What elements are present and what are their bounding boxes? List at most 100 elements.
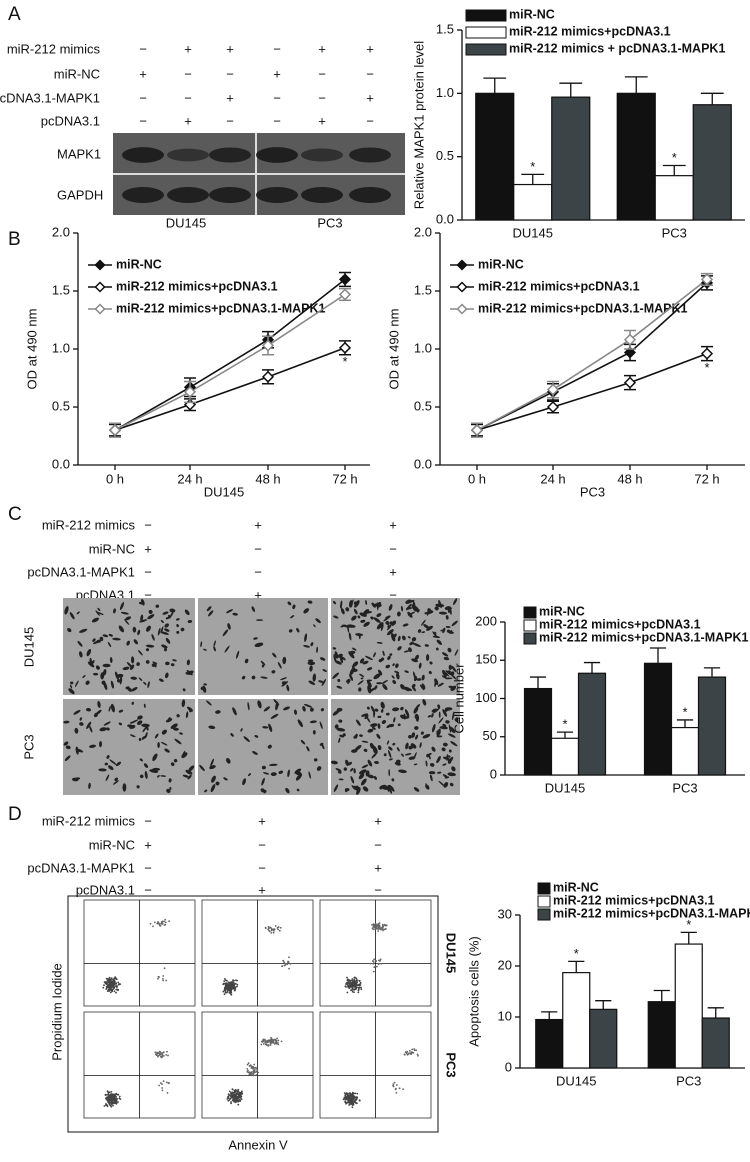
event-dot [118,1097,121,1100]
event-dot [377,930,380,932]
bar [654,175,694,221]
y-axis-label: Cell number [451,663,466,734]
cell [408,647,412,653]
cell [204,789,208,793]
cell [411,732,416,738]
treatment-sign: − [366,66,374,81]
cell [232,707,237,716]
cell [113,780,119,785]
treatment-name: pcDNA3.1-MAPK1 [0,90,100,105]
cell [160,619,164,624]
legend-label: miR-212 mimics+pcDNA3.1 [553,893,715,907]
event-dot [230,983,233,986]
cell [152,753,158,762]
treatment-name: pcDNA3.1-MAPK1 [27,860,135,875]
cell [388,758,393,761]
treatment-sign: − [254,564,262,579]
cell [396,747,400,752]
event-dot [107,1094,110,1096]
cell [308,771,311,779]
legend-marker [456,259,468,271]
treatment-sign: − [366,113,374,128]
cell [106,727,110,731]
treatment-name: miR-212 mimics [42,813,136,828]
cell [404,709,410,718]
treatment-sign: + [226,90,234,105]
legend-swatch [465,9,507,22]
event-dot [158,923,161,926]
event-dot [374,965,377,968]
bar [616,92,656,221]
cell [388,769,391,777]
cell [287,601,292,606]
cell [401,753,404,757]
event-dot [106,1099,109,1102]
cell [176,624,179,628]
treatment-name: pcDNA3.1 [41,113,100,128]
error-bar [662,164,686,176]
cell [102,634,109,638]
event-dot [354,982,357,985]
cell [74,680,79,688]
event-dot [226,979,228,982]
treatment-sign: − [273,113,281,128]
cell [363,621,370,627]
event-dot [115,1093,117,1096]
event-dot [168,920,171,923]
cell [87,661,95,668]
cell [226,757,231,764]
event-dot [356,1096,358,1098]
event-dot [346,981,348,984]
event-dot [270,1037,273,1039]
treatment-sign: − [318,66,326,81]
event-dot [109,983,112,985]
row-label: DU145 [21,627,36,667]
event-dot [344,1101,347,1103]
cell [136,662,140,666]
event-dot [289,963,292,965]
row-label: PC3 [444,1052,459,1077]
cell [166,788,171,794]
panel-label: A [8,4,21,25]
cell [360,778,367,786]
cell [351,665,356,671]
event-dot [112,1099,114,1102]
cell [263,772,270,775]
cell [386,740,390,745]
event-dot [378,924,381,927]
event-dot [160,922,163,925]
point [700,347,714,360]
event-dot [346,1092,349,1095]
treatment-name: miR-NC [54,66,100,81]
cell [164,628,170,632]
x-tick-label: 24 h [540,471,565,486]
cell [351,615,357,621]
cell [313,758,318,762]
treatment-sign: − [184,66,192,81]
treatment-sign: − [258,837,266,852]
cell [154,733,159,739]
axis-label: Propidium Iodide [49,963,64,1061]
cell [452,711,455,721]
event-dot [111,1095,114,1098]
cell [403,650,410,653]
cell [392,707,400,712]
significance: * [704,360,709,375]
cell [388,750,392,758]
cell [157,627,161,636]
cell [394,670,400,674]
cell [86,648,92,657]
legend-swatch [523,606,537,619]
event-dot [237,1090,240,1093]
event-dot [110,978,112,981]
event-dot [222,983,225,986]
cell [296,788,300,792]
treatment-sign: − [144,882,152,897]
cell [358,687,362,692]
cell [359,769,367,775]
error-bar [483,77,507,94]
event-dot [253,1063,256,1066]
cell [307,659,314,662]
cell [102,663,111,668]
bar [674,943,703,1069]
